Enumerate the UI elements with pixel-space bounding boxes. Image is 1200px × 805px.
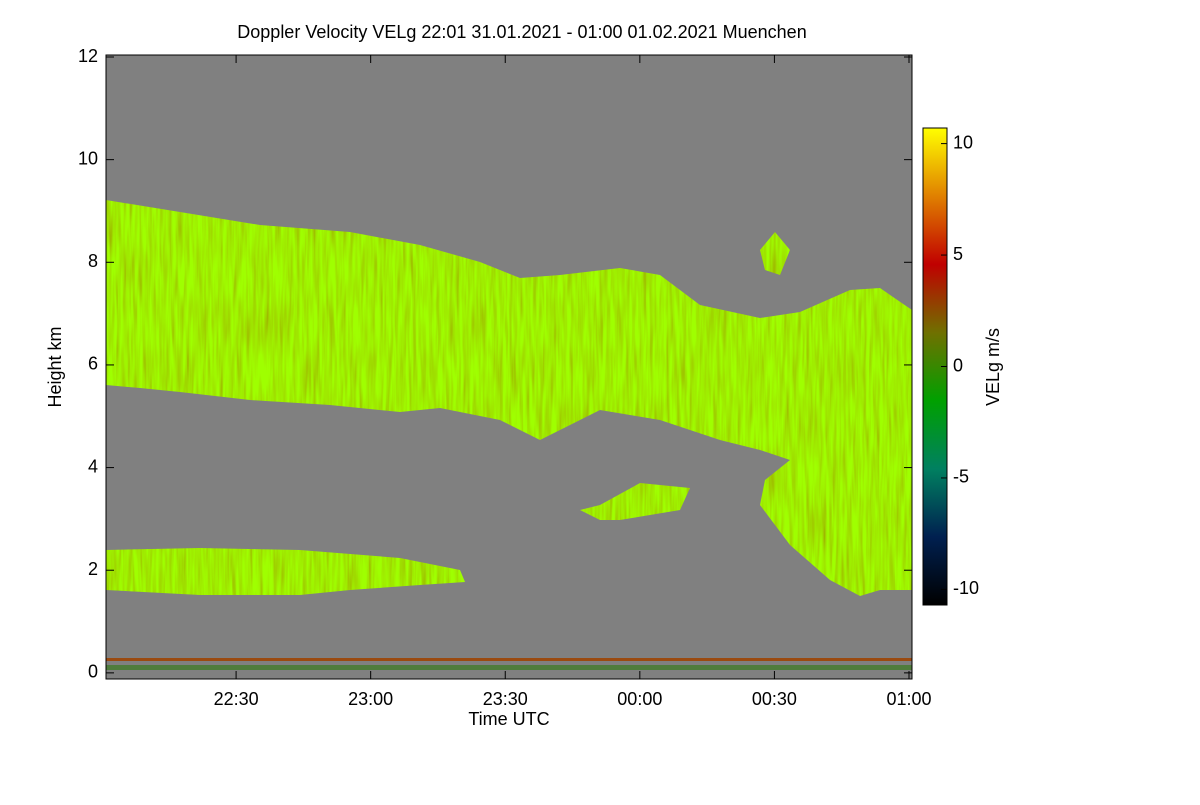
surface-echo: [106, 665, 912, 670]
cloud-field: [106, 200, 912, 596]
plot-frame: [105, 54, 913, 680]
y-tick-label: 6: [88, 354, 98, 374]
cloud-layer: [760, 232, 790, 275]
y-tick-label: 2: [88, 559, 98, 579]
y-axis-label: Height km: [45, 326, 65, 407]
x-tick-label: 22:30: [214, 689, 259, 709]
cloud-layer: [106, 548, 465, 595]
x-axis-label: Time UTC: [468, 709, 549, 729]
colorbar-tick-label: -5: [953, 467, 969, 487]
y-tick-label: 0: [88, 662, 98, 682]
surface-echo: [106, 658, 912, 661]
colorbar-tick-label: 10: [953, 132, 973, 152]
y-tick-label: 12: [78, 46, 98, 66]
x-tick-label: 23:00: [348, 689, 393, 709]
colorbar-label: VELg m/s: [983, 328, 1003, 406]
y-tick-label: 10: [78, 148, 98, 168]
y-tick-label: 4: [88, 456, 98, 476]
chart-title: Doppler Velocity VELg 22:01 31.01.2021 -…: [237, 22, 806, 42]
colorbar-tick-label: -10: [953, 578, 979, 598]
colorbar-tick-label: 0: [953, 355, 963, 375]
x-tick-label: 00:00: [617, 689, 662, 709]
x-tick-label: 23:30: [483, 689, 528, 709]
y-tick-label: 8: [88, 251, 98, 271]
colorbar-tick-label: 5: [953, 244, 963, 264]
cloud-layer: [580, 483, 690, 520]
cloud-layer: [106, 200, 912, 596]
x-tick-label: 01:00: [886, 689, 931, 709]
x-tick-label: 00:30: [752, 689, 797, 709]
